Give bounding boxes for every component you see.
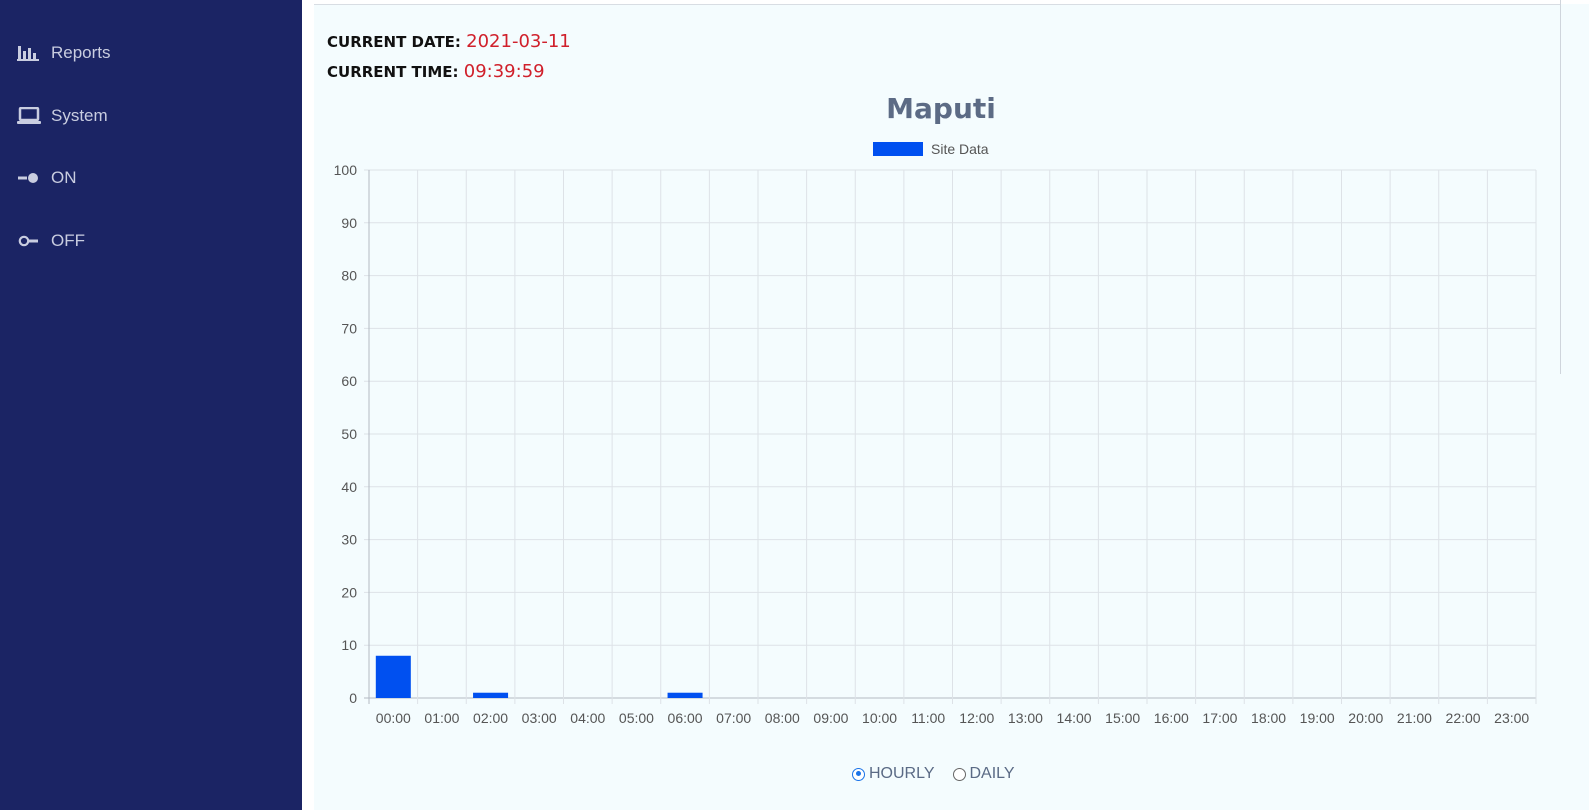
legend-swatch	[873, 142, 923, 156]
y-tick-label: 90	[341, 215, 357, 231]
x-tick-label: 21:00	[1397, 710, 1432, 726]
bar-00-00	[375, 655, 411, 698]
sidebar-item-system[interactable]: System	[17, 104, 108, 128]
daily-radio[interactable]	[952, 767, 966, 781]
sidebar-item-label: OFF	[51, 231, 85, 250]
sidebar-item-label: ON	[51, 168, 77, 187]
x-tick-label: 01:00	[424, 710, 459, 726]
sidebar: Reports System ON OFF	[0, 0, 302, 810]
y-tick-label: 80	[341, 268, 357, 284]
x-tick-label: 12:00	[959, 710, 994, 726]
mode-selector: HOURLY DAILY	[852, 765, 1033, 783]
toggle-off-icon	[17, 231, 41, 251]
x-tick-label: 05:00	[619, 710, 654, 726]
x-tick-label: 17:00	[1202, 710, 1237, 726]
daily-option[interactable]: DAILY	[952, 765, 1015, 783]
sidebar-item-label: System	[51, 106, 108, 125]
x-tick-label: 14:00	[1057, 710, 1092, 726]
grid	[364, 169, 1537, 704]
x-tick-label: 11:00	[911, 710, 945, 726]
laptop-icon	[17, 106, 41, 126]
x-tick-label: 07:00	[716, 710, 751, 726]
x-tick-label: 04:00	[570, 710, 605, 726]
x-tick-label: 16:00	[1154, 710, 1189, 726]
daily-label: DAILY	[969, 765, 1015, 782]
y-axis: 0 10 20 30 40 50 60 70 80 90 100	[334, 162, 358, 706]
toggle-on-icon	[17, 168, 41, 188]
bar-02-00	[473, 692, 509, 698]
current-time: CURRENT TIME: 09:39:59	[327, 61, 545, 82]
x-tick-label: 19:00	[1300, 710, 1335, 726]
y-tick-label: 30	[341, 532, 357, 548]
current-date-label: CURRENT DATE:	[327, 33, 461, 51]
sidebar-item-on[interactable]: ON	[17, 166, 77, 190]
x-tick-label: 13:00	[1008, 710, 1043, 726]
y-tick-label: 40	[341, 479, 357, 495]
chart-title: Maputi	[886, 92, 996, 125]
hourly-radio[interactable]	[852, 767, 865, 781]
bar-chart: Maputi Site Data 0102030405060708090100 …	[334, 92, 1537, 726]
bars	[375, 655, 703, 698]
y-tick-label: 10	[341, 637, 357, 653]
y-tick-label: 50	[341, 426, 357, 442]
bar-06-00	[667, 692, 703, 698]
bar-chart-icon	[17, 43, 41, 63]
y-tick-label: 0	[349, 690, 357, 706]
main-panel	[314, 4, 1589, 810]
divider	[1560, 0, 1561, 374]
current-date: CURRENT DATE: 2021-03-11	[327, 31, 571, 52]
x-tick-label: 08:00	[765, 710, 800, 726]
x-tick-label: 09:00	[813, 710, 848, 726]
legend[interactable]: Site Data	[873, 141, 989, 157]
x-tick-label: 10:00	[862, 710, 897, 726]
x-tick-label: 20:00	[1348, 710, 1383, 726]
x-tick-label: 02:00	[473, 710, 508, 726]
x-tick-label: 00:00	[376, 710, 411, 726]
y-tick-label: 60	[341, 373, 357, 389]
hourly-label: HOURLY	[869, 765, 935, 782]
x-tick-label: 22:00	[1446, 710, 1481, 726]
x-axis: 00:00 01:00 02:00 03:00 04:00 05:00 06:00 07:00…	[376, 710, 1530, 726]
sidebar-item-reports[interactable]: Reports	[17, 41, 111, 65]
divider	[314, 4, 1561, 5]
current-time-label: CURRENT TIME:	[327, 63, 459, 81]
y-tick-label: 70	[341, 320, 357, 336]
sidebar-item-label: Reports	[51, 43, 111, 62]
y-tick-label: 100	[334, 162, 358, 178]
current-time-value: 09:39:59	[463, 61, 545, 82]
legend-label: Site Data	[931, 141, 989, 157]
current-date-value: 2021-03-11	[466, 31, 571, 52]
sidebar-item-off[interactable]: OFF	[17, 229, 85, 253]
x-tick-label: 15:00	[1105, 710, 1140, 726]
hourly-option[interactable]: HOURLY	[852, 765, 935, 783]
x-tick-label: 23:00	[1494, 710, 1529, 726]
y-tick-label: 20	[341, 584, 357, 600]
x-tick-label: 03:00	[522, 710, 557, 726]
x-tick-label: 18:00	[1251, 710, 1286, 726]
x-tick-label: 06:00	[668, 710, 703, 726]
